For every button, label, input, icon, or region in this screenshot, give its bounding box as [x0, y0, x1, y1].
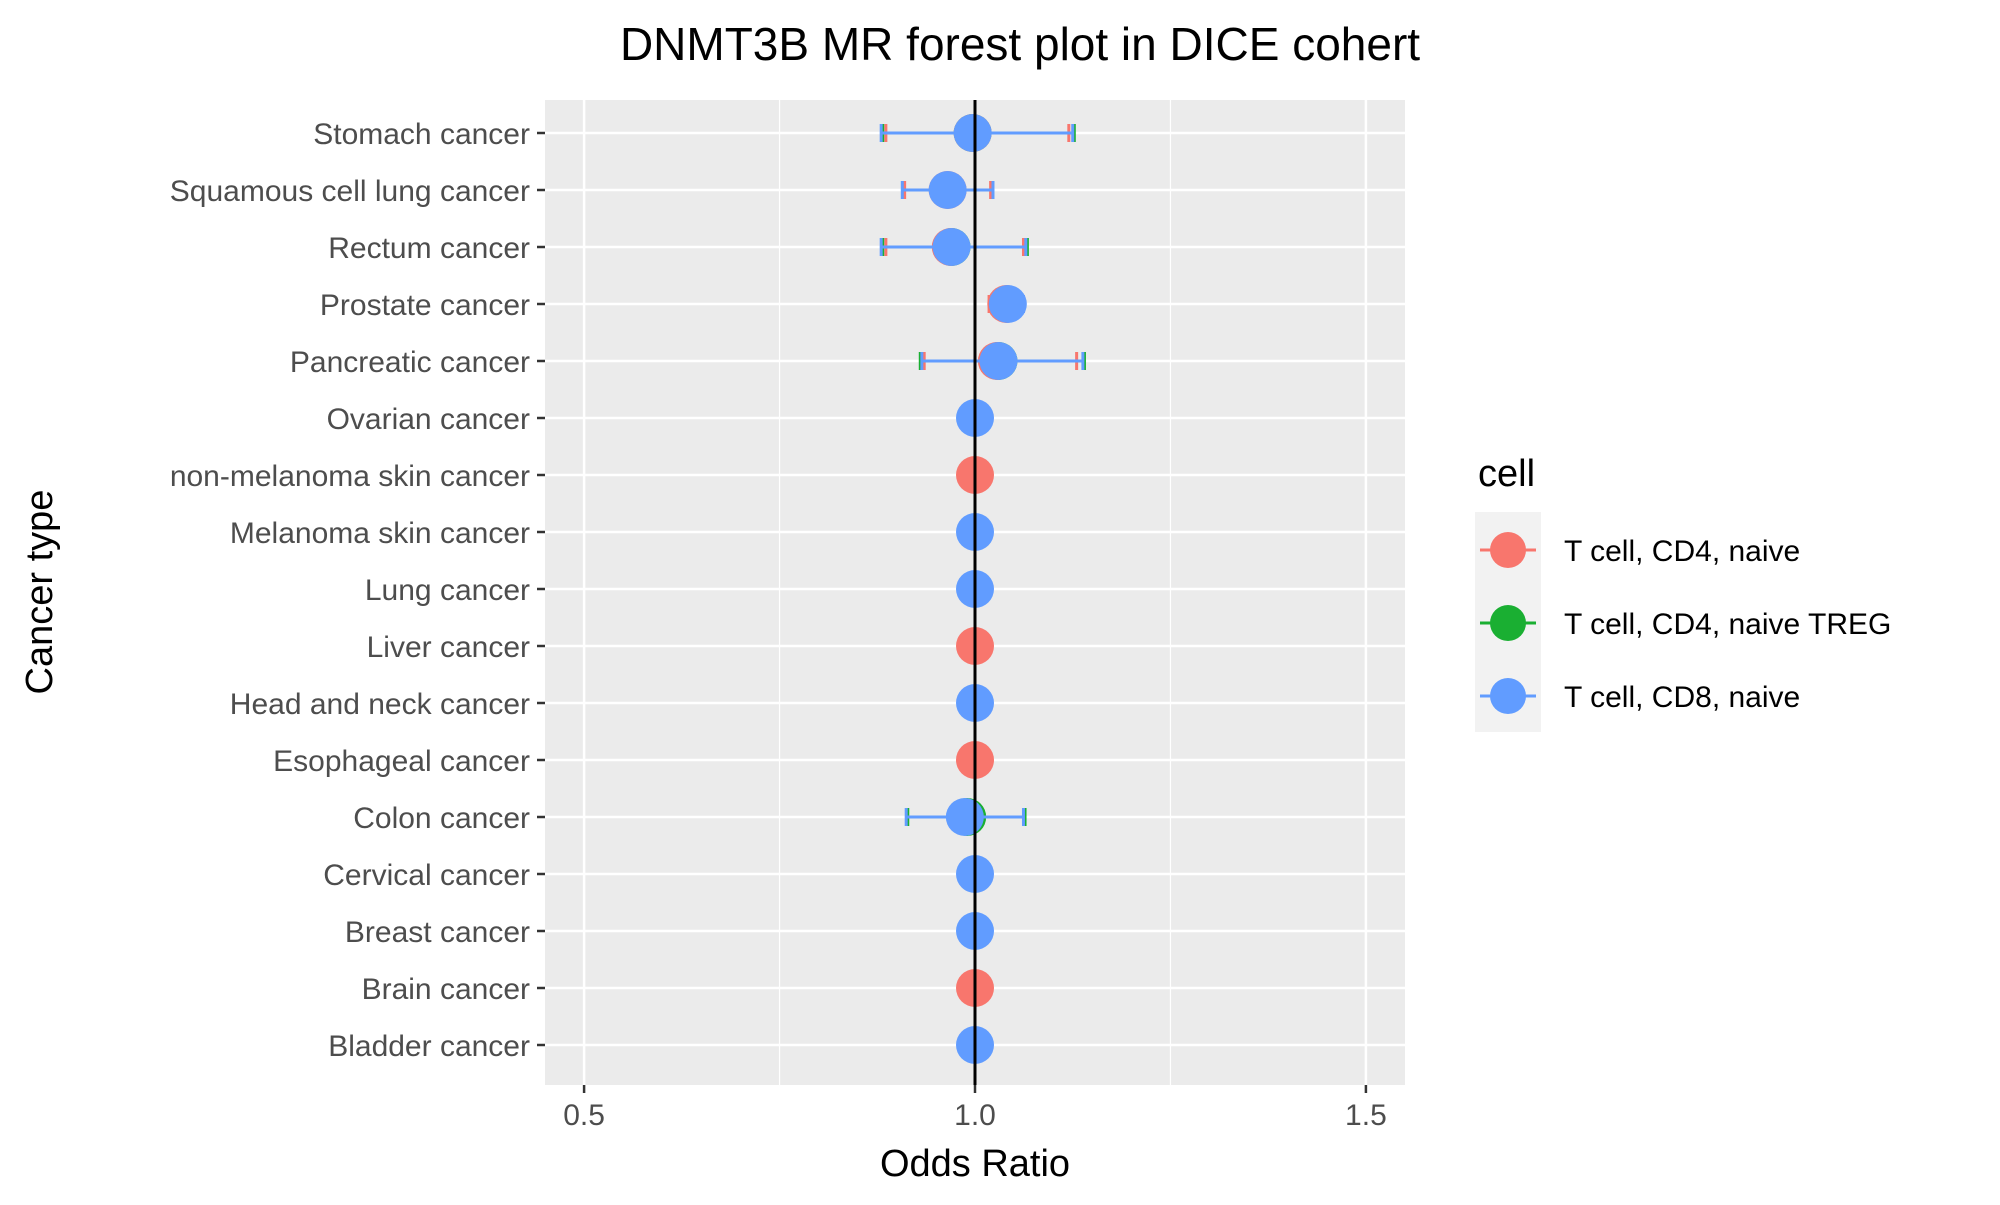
point-pancreatic-cancer: [979, 342, 1018, 380]
legend-label: T cell, CD8, naive: [1564, 681, 1800, 714]
y-tick-label: Bladder cancer: [328, 1030, 530, 1063]
point-rectum-cancer: [932, 228, 971, 266]
y-tick-label: Lung cancer: [365, 574, 530, 607]
x-axis: 0.5 1.0 1.5: [563, 1085, 1387, 1132]
y-tick-label: Squamous cell lung cancer: [170, 175, 530, 208]
legend-item-t-cell-cd4-naive-treg: T cell, CD4, naive TREG: [1480, 605, 1891, 641]
x-axis-title: Odds Ratio: [880, 1143, 1070, 1185]
y-axis-title: Cancer type: [19, 490, 61, 695]
legend-label: T cell, CD4, naive TREG: [1564, 608, 1891, 641]
y-tick-label: Cervical cancer: [323, 859, 530, 892]
y-tick-label: Melanoma skin cancer: [230, 517, 530, 550]
y-tick-label: Stomach cancer: [313, 118, 530, 151]
y-tick-label: Prostate cancer: [320, 289, 530, 322]
y-tick-label: Liver cancer: [367, 631, 530, 664]
y-tick-label: Colon cancer: [353, 802, 530, 835]
minor-gridlines: [778, 100, 1172, 1085]
legend-key-point: [1490, 678, 1526, 714]
y-tick-label: Brain cancer: [362, 973, 530, 1006]
legend-key-point: [1490, 605, 1526, 641]
x-tick-label: 1.0: [954, 1099, 996, 1132]
series-t-cell-cd8-naive: [879, 114, 1085, 1064]
y-tick-label: Rectum cancer: [328, 232, 530, 265]
chart-title: DNMT3B MR forest plot in DICE cohert: [620, 18, 1420, 70]
point-squamous-cell-lung-cancer: [928, 171, 967, 209]
point-stomach-cancer: [953, 114, 992, 152]
point-prostate-cancer: [988, 285, 1027, 323]
legend-items: T cell, CD4, naive T cell, CD4, naive TRE…: [1475, 512, 1891, 732]
x-tick-label: 1.5: [1345, 1099, 1387, 1132]
y-tick-label: Head and neck cancer: [230, 688, 530, 721]
y-tick-label: non-melanoma skin cancer: [170, 460, 530, 493]
y-tick-label: Breast cancer: [345, 916, 530, 949]
x-tick-label: 0.5: [563, 1099, 605, 1132]
y-axis: Stomach cancer Squamous cell lung cancer R…: [170, 118, 545, 1063]
legend-item-t-cell-cd4-naive: T cell, CD4, naive: [1480, 532, 1800, 568]
legend-item-t-cell-cd8-naive: T cell, CD8, naive: [1480, 678, 1800, 714]
legend-title: cell: [1478, 453, 1535, 495]
y-tick-label: Pancreatic cancer: [290, 346, 530, 379]
legend-label: T cell, CD4, naive: [1564, 535, 1800, 568]
point-colon-cancer: [945, 798, 984, 836]
plot-panel: [545, 100, 1405, 1085]
legend-key-point: [1490, 532, 1526, 568]
y-tick-label: Esophageal cancer: [273, 745, 530, 778]
y-tick-label: Ovarian cancer: [327, 403, 530, 436]
